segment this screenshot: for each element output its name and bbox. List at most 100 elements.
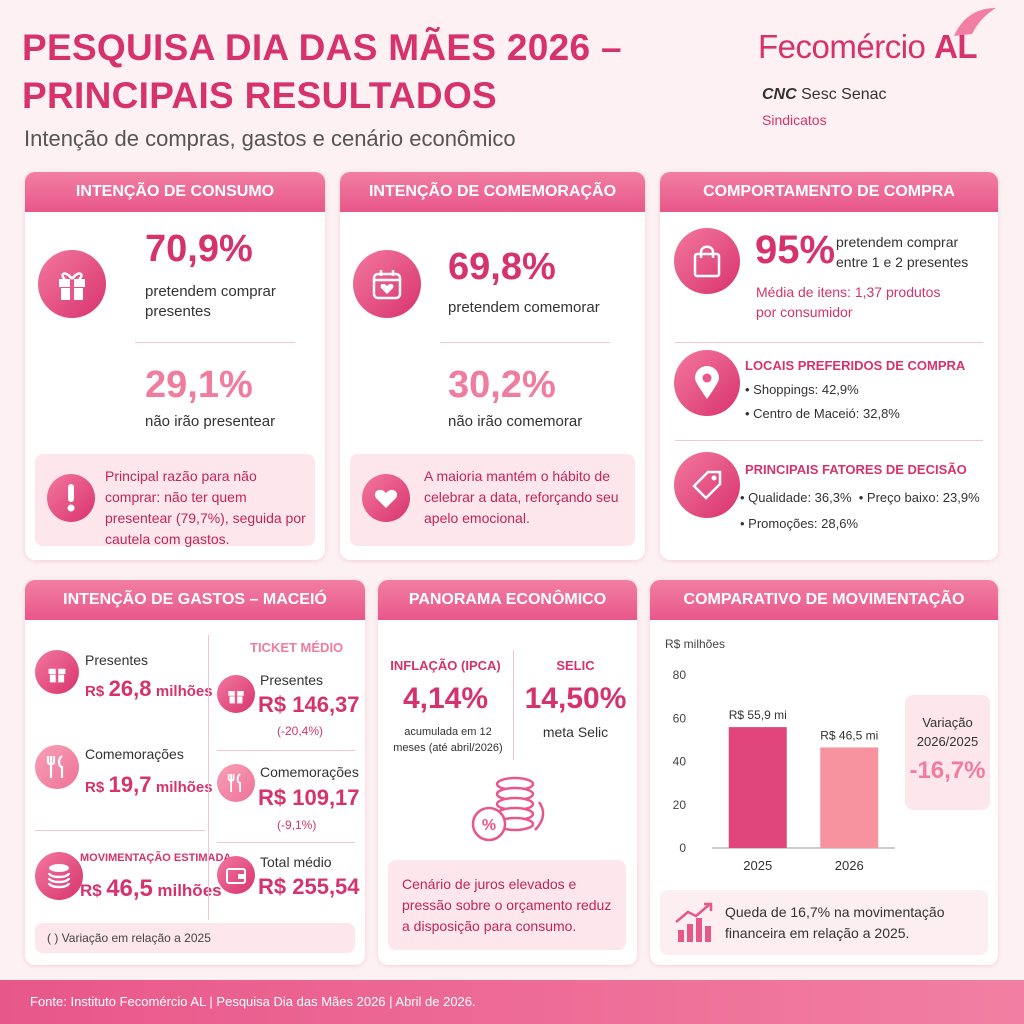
main-value: 69,8%	[448, 246, 556, 288]
currency: R$	[85, 779, 105, 796]
item-label: Total médio	[260, 854, 332, 870]
indicator-label: SELIC	[556, 658, 595, 673]
section-title: LOCAIS PREFERIDOS DE COMPRA	[745, 358, 966, 373]
footer-bar: Fonte: Instituto Fecomércio AL | Pesquis…	[0, 980, 1024, 1024]
indicator-label: INFLAÇÃO (IPCA)	[390, 658, 501, 673]
variation-box: Variação 2026/2025 -16,7%	[905, 695, 990, 810]
currency: R$	[80, 881, 102, 900]
icon	[674, 452, 740, 518]
divider	[217, 842, 355, 843]
card: INTENÇÃO DE CONSUMO 70,9% pretendem comp…	[25, 172, 325, 560]
icon	[674, 228, 740, 294]
card-title: INTENÇÃO DE COMEMORAÇÃO	[340, 172, 645, 212]
icon	[35, 650, 79, 694]
divider	[135, 342, 295, 343]
item-label: MOVIMENTAÇÃO ESTIMADA	[80, 852, 232, 864]
card: INTENÇÃO DE GASTOS – MACEIÓ Presentes R$…	[25, 580, 365, 965]
divider	[217, 750, 355, 751]
partner: CNC	[762, 86, 797, 103]
bullet: • Centro de Maceió: 32,8%	[745, 406, 900, 421]
bullet-text: Qualidade: 36,3%	[748, 490, 852, 505]
divider	[675, 440, 983, 441]
footnote-box: ( ) Variação em relação a 2025	[35, 923, 355, 953]
note-box: A maioria mantém o hábito de celebrar a …	[350, 454, 635, 546]
secondary-value: 30,2%	[448, 364, 556, 406]
item-label: Presentes	[85, 652, 149, 668]
axis-label: R$ milhões	[665, 637, 726, 651]
note-box: Cenário de juros elevados e pressão sobr…	[388, 860, 626, 950]
variation-label: Variação 2026/2025	[916, 715, 979, 749]
indicator-text: acumulada em 12 meses (até abril/2026)	[393, 726, 503, 754]
secondary-text: não irão presentear	[145, 413, 276, 430]
bullet-text: Centro de Maceió: 32,8%	[753, 406, 900, 421]
card-title: PANORAMA ECONÔMICO	[378, 580, 637, 620]
item-label: Presentes	[260, 672, 324, 688]
bullet-text: Promoções: 28,6%	[748, 516, 859, 531]
item-change: (-20,4%)	[277, 724, 324, 738]
card-title: INTENÇÃO DE GASTOS – MACEIÓ	[25, 580, 365, 620]
note-box: Principal razão para não comprar: não te…	[35, 454, 315, 547]
note-text: A maioria mantém o hábito de celebrar a …	[424, 468, 619, 526]
amount: 46,5	[106, 875, 153, 902]
note-text: Queda de 16,7% na movimentação financeir…	[725, 904, 945, 941]
main-text: pretendem comprar entre 1 e 2 presentes	[836, 234, 969, 270]
value-label: R$ 46,5 mi	[820, 728, 878, 742]
partner: Sesc	[801, 86, 837, 103]
icon	[217, 675, 255, 713]
bar	[728, 727, 787, 848]
x-tick-label: 2026	[835, 858, 864, 873]
icon	[217, 856, 255, 894]
bullet: • Promoções: 28,6%	[740, 516, 859, 531]
indicator-value: 4,14%	[402, 682, 489, 715]
y-tick-label: 80	[673, 668, 687, 682]
card: COMPORTAMENTO DE COMPRA 95% pretendem co…	[660, 172, 998, 560]
indicator-text: meta Selic	[542, 724, 609, 740]
icon	[35, 852, 83, 900]
bar-chart: 0 20 40 60 80 2025 R$ 55,9 mi 2026 R$ 46,5 mi	[673, 668, 895, 873]
secondary-value: 29,1%	[145, 364, 253, 406]
amount: 26,8	[108, 676, 152, 701]
icon	[362, 474, 410, 522]
icon	[353, 250, 421, 318]
bar	[820, 747, 879, 848]
secondary-text: não irão comemorar	[448, 413, 583, 430]
bullet: • Shoppings: 42,9%	[745, 382, 859, 397]
logo-unions: Sindicatos	[762, 112, 827, 128]
svg-text:%: %	[482, 817, 496, 834]
item-value: R$ 255,54	[258, 874, 360, 899]
divider	[513, 650, 514, 760]
card: PANORAMA ECONÔMICO INFLAÇÃO (IPCA) 4,14%…	[378, 580, 637, 965]
note-text: Principal razão para não comprar: não te…	[105, 468, 306, 547]
partner: Senac	[841, 86, 887, 103]
main-detail: Média de itens: 1,37 produtos por consum…	[756, 284, 941, 320]
title-line: PRINCIPAIS RESULTADOS	[22, 75, 497, 116]
title-line: PESQUISA DIA DAS MÃES 2026 –	[22, 27, 622, 68]
main-value: 70,9%	[145, 228, 253, 270]
unit: milhões	[155, 683, 213, 700]
bullet-text: Shoppings: 42,9%	[753, 382, 859, 397]
item-label: Comemorações	[260, 764, 359, 780]
icon	[47, 474, 95, 522]
divider	[35, 830, 205, 831]
x-tick-label: 2025	[743, 858, 772, 873]
icon	[674, 350, 740, 416]
note-text: Cenário de juros elevados e pressão sobr…	[402, 876, 612, 934]
divider	[675, 342, 983, 343]
main-text: pretendem comprar presentes	[145, 283, 276, 320]
item-change: (-9,1%)	[277, 818, 317, 832]
card-title: COMPORTAMENTO DE COMPRA	[660, 172, 998, 212]
y-tick-label: 40	[673, 755, 687, 769]
logo-wing	[954, 8, 996, 36]
footnote: ( ) Variação em relação a 2025	[47, 931, 211, 945]
note-box: Queda de 16,7% na movimentação financeir…	[660, 890, 988, 955]
divider	[208, 635, 209, 920]
icon	[38, 250, 106, 318]
unit: milhões	[157, 881, 222, 900]
card-title: INTENÇÃO DE CONSUMO	[25, 172, 325, 212]
logo-name: Fecomércio	[758, 28, 926, 65]
indicator-value: 14,50%	[524, 682, 627, 715]
icon	[35, 745, 79, 789]
y-tick-label: 0	[679, 841, 686, 855]
y-tick-label: 20	[673, 798, 687, 812]
